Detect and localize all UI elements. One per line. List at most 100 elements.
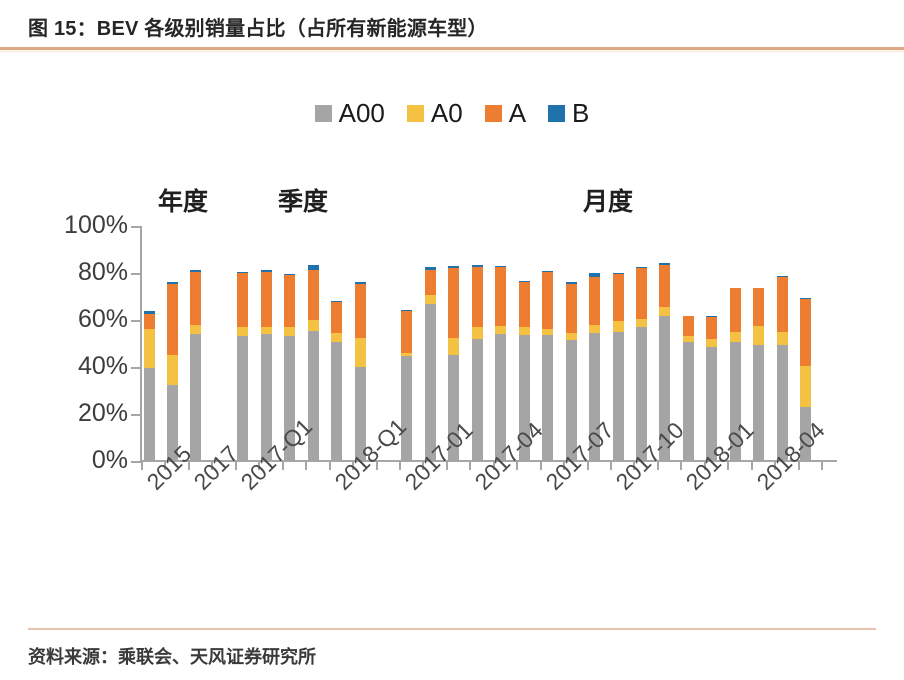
bar-segment-a xyxy=(284,275,296,328)
bar-segment-a xyxy=(565,283,577,333)
bar-segment-a0 xyxy=(612,321,624,332)
x-axis-tick xyxy=(586,461,589,470)
x-axis-label: 2018-Q1 xyxy=(329,413,411,495)
bar-2015[interactable] xyxy=(143,310,155,461)
bar-2017-02[interactable] xyxy=(424,266,436,461)
bar-segment-b xyxy=(354,282,366,284)
bar-2016[interactable] xyxy=(166,281,178,461)
y-axis-tick xyxy=(131,461,141,463)
bar-segment-a00 xyxy=(307,330,319,461)
bar-2018-03[interactable] xyxy=(729,287,741,461)
section-label: 月度 xyxy=(583,188,634,216)
bar-segment-a0 xyxy=(424,295,436,304)
y-axis-tick-label: 80% xyxy=(77,258,128,286)
legend-swatch-icon xyxy=(484,104,502,122)
bar-2017-11[interactable] xyxy=(635,266,647,461)
bar-segment-a0 xyxy=(471,327,483,339)
bar-segment-a00 xyxy=(542,335,554,461)
bar-segment-b xyxy=(706,315,718,317)
bar-segment-a xyxy=(354,283,366,338)
bar-segment-a0 xyxy=(682,336,694,343)
x-axis-tick xyxy=(703,461,706,470)
bar-segment-a00 xyxy=(495,334,507,461)
bar-2018-01[interactable] xyxy=(682,315,694,461)
x-axis-tick xyxy=(539,461,542,470)
bar-segment-b xyxy=(143,310,155,315)
bar-segment-b xyxy=(424,266,436,270)
x-axis-label: 2017-07 xyxy=(540,416,619,495)
legend-item-a[interactable]: A xyxy=(484,98,527,128)
x-axis-tick xyxy=(750,461,753,470)
bar-segment-a xyxy=(729,288,741,332)
bar-segment-a xyxy=(190,271,202,325)
bar-segment-a00 xyxy=(260,334,272,461)
bar-2018-04[interactable] xyxy=(753,287,765,461)
bar-2018-02[interactable] xyxy=(706,315,718,461)
x-axis-tick xyxy=(141,461,143,470)
legend-swatch-icon xyxy=(548,104,566,122)
bar-segment-b xyxy=(331,301,343,303)
bar-2017-07[interactable] xyxy=(542,270,554,461)
bar-2017-Q1[interactable] xyxy=(237,271,249,461)
y-axis-tick xyxy=(131,320,141,322)
bar-2017-05[interactable] xyxy=(495,265,507,461)
bar-2018-Q2[interactable] xyxy=(354,282,366,461)
bar-segment-a0 xyxy=(659,307,671,317)
bar-2017-03[interactable] xyxy=(448,266,460,461)
legend-item-a00[interactable]: A00 xyxy=(314,100,385,126)
bar-segment-a0 xyxy=(518,327,530,336)
bar-segment-a xyxy=(518,282,530,328)
bar-2017-Q3[interactable] xyxy=(284,273,296,461)
bar-segment-a00 xyxy=(776,344,788,461)
bar-2018-Q1[interactable] xyxy=(331,301,343,461)
bar-segment-a xyxy=(776,276,788,332)
bar-segment-a0 xyxy=(166,355,178,385)
x-axis-label: 2018-04 xyxy=(751,416,830,495)
bar-segment-a00 xyxy=(237,336,249,461)
x-axis-tick xyxy=(164,461,167,470)
bar-segment-a xyxy=(589,276,601,325)
bar-2017-Q4[interactable] xyxy=(307,265,319,461)
bar-segment-a0 xyxy=(284,327,296,337)
bar-segment-a xyxy=(800,298,812,366)
x-axis-tick xyxy=(563,461,566,470)
bar-segment-b xyxy=(682,315,694,317)
legend-label: A0 xyxy=(430,98,463,128)
bar-segment-a0 xyxy=(729,331,741,343)
bar-segment-a00 xyxy=(143,368,155,461)
bar-2017-06[interactable] xyxy=(518,281,530,461)
bar-segment-a0 xyxy=(260,327,272,335)
bar-segment-a0 xyxy=(190,324,202,335)
bar-segment-a00 xyxy=(166,384,178,461)
bar-2018-05[interactable] xyxy=(776,275,788,461)
y-axis-line xyxy=(140,226,142,462)
x-axis-label: 2015 xyxy=(141,440,197,495)
legend-item-a0[interactable]: A0 xyxy=(406,98,463,128)
legend-label: A xyxy=(508,98,527,128)
bar-segment-b xyxy=(776,275,788,277)
bar-segment-a0 xyxy=(354,337,366,367)
bar-segment-a xyxy=(682,316,694,337)
section-label: 年度 xyxy=(158,188,209,216)
bar-2018-06[interactable] xyxy=(800,298,812,461)
bar-2017-08[interactable] xyxy=(565,282,577,461)
bar-2017-12[interactable] xyxy=(659,262,671,461)
bar-segment-b xyxy=(448,266,460,269)
bar-2017-Q2[interactable] xyxy=(260,270,272,461)
bar-segment-b xyxy=(166,281,178,284)
bar-2017-09[interactable] xyxy=(589,273,601,461)
bar-2017-10[interactable] xyxy=(612,272,624,461)
x-axis-label: 2017-04 xyxy=(469,416,548,495)
bar-segment-a00 xyxy=(753,344,765,461)
y-axis-tick-label: 100% xyxy=(64,211,128,239)
legend-item-b[interactable]: B xyxy=(548,100,589,126)
x-axis-tick xyxy=(633,461,636,470)
bar-2017[interactable] xyxy=(190,270,202,461)
bar-segment-b xyxy=(471,264,483,268)
bar-2017-04[interactable] xyxy=(471,264,483,461)
bar-segment-a xyxy=(706,316,718,339)
bar-segment-a0 xyxy=(565,332,577,340)
bar-segment-a0 xyxy=(542,329,554,336)
bar-2017-01[interactable] xyxy=(401,309,413,461)
